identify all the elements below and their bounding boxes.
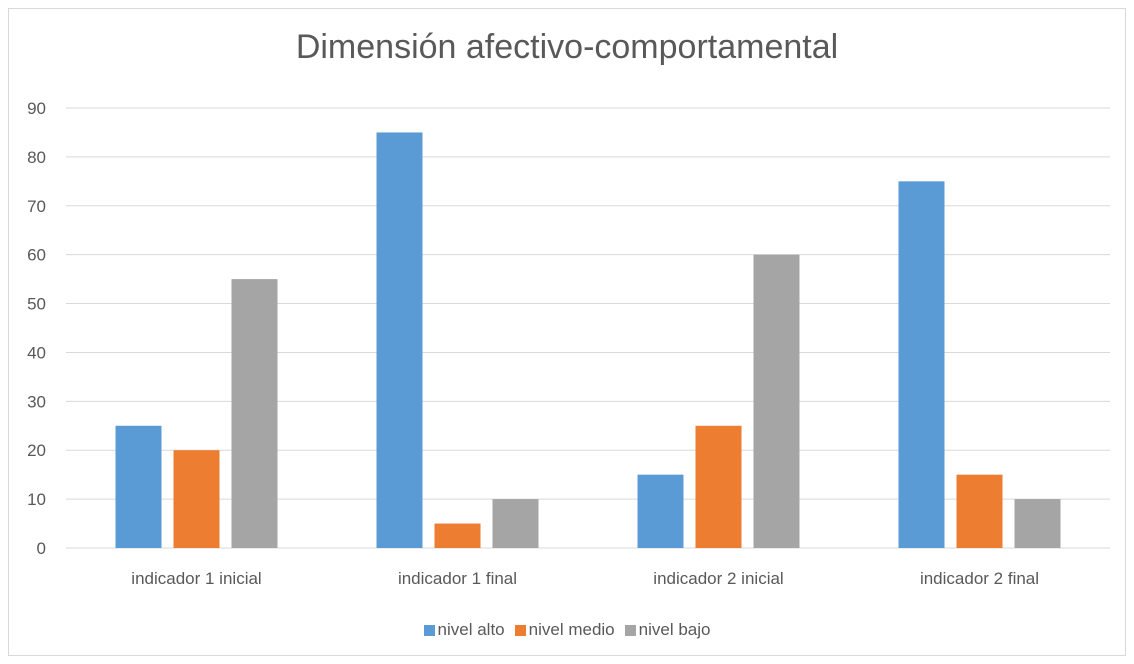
y-axis-ticks: 0 10 20 30 40 50 60 70 80 90 [27,99,46,558]
y-tick-label: 60 [27,246,46,265]
y-tick-label: 10 [27,490,46,509]
y-tick-label: 30 [27,392,46,411]
bar-nivel-bajo-4 [1014,499,1061,548]
x-category-label: indicador 2 inicial [653,569,783,588]
legend-label: nivel bajo [638,620,711,639]
bar-nivel-alto-2 [376,132,423,548]
bar-nivel-alto-3 [637,474,684,548]
x-category-label: indicador 1 inicial [131,569,261,588]
x-axis-categories: indicador 1 inicial indicador 1 final indi… [131,569,1039,588]
bars [115,132,1061,549]
bar-nivel-medio-2 [434,523,481,548]
y-tick-label: 70 [27,197,46,216]
x-category-label: indicador 1 final [398,569,517,588]
chart-title: Dimensión afectivo-comportamental [295,28,839,66]
x-category-label: indicador 2 final [920,569,1039,588]
y-tick-label: 90 [27,99,46,118]
legend-item: nivel medio [514,620,615,640]
bar-nivel-bajo-3 [753,254,800,548]
bar-nivel-alto-1 [115,425,162,548]
bar-nivel-medio-4 [956,474,1003,548]
bar-nivel-alto-4 [898,181,945,549]
legend-item: nivel alto [423,620,505,640]
y-tick-label: 40 [27,343,46,362]
bar-nivel-bajo-2 [492,499,539,548]
legend-swatch [423,624,435,636]
legend-label: nivel alto [437,620,505,639]
legend-swatch [514,624,526,636]
y-tick-label: 80 [27,148,46,167]
legend-item: nivel bajo [624,620,711,640]
legend-swatch [624,624,636,636]
y-tick-label: 50 [27,295,46,314]
bar-nivel-bajo-1 [231,279,278,548]
y-tick-label: 20 [27,441,46,460]
y-tick-label: 0 [37,539,46,558]
legend-label: nivel medio [528,620,615,639]
legend: nivel alto nivel medio nivel bajo [0,620,1134,640]
bar-nivel-medio-3 [695,425,742,548]
gridlines [66,107,1110,549]
bar-nivel-medio-1 [173,450,220,548]
